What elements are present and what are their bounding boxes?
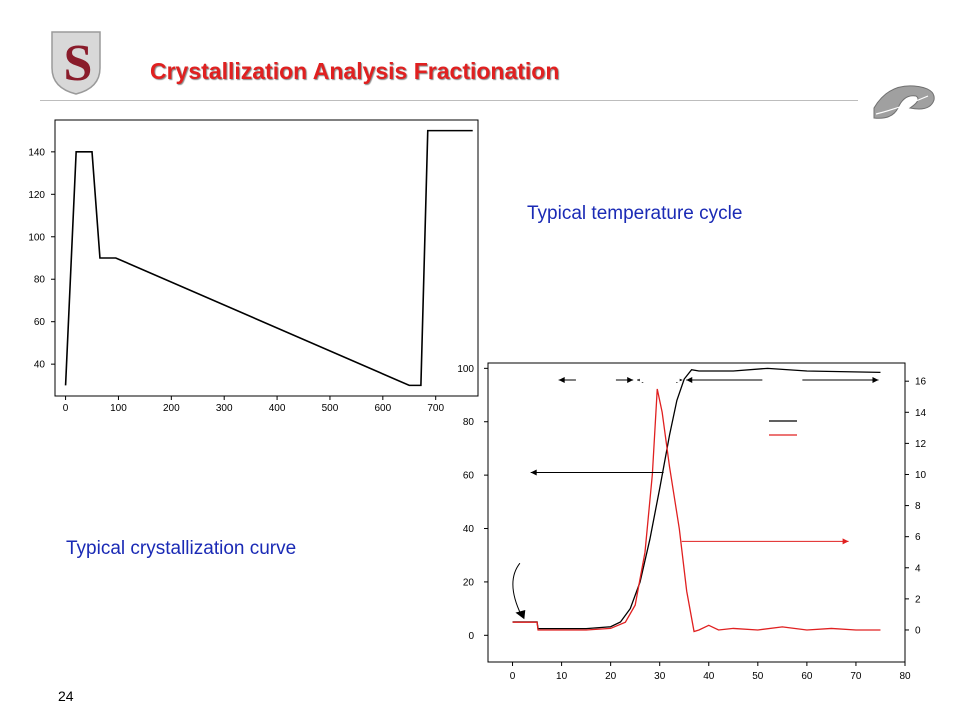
logo-shield-shape	[51, 31, 101, 95]
x-tick-label: 500	[322, 403, 339, 414]
y-tick-label: 40	[34, 360, 46, 371]
y2-tick-label: 10	[915, 470, 927, 481]
caption-temperature-cycle: Typical temperature cycle	[527, 203, 743, 224]
y-tick-label: 80	[34, 275, 46, 286]
x-tick-label: 80	[899, 671, 911, 682]
y-tick-label: 0	[468, 631, 474, 642]
zone-arrow-left	[558, 377, 565, 383]
plot-frame	[54, 119, 479, 397]
slide-title: Crystallization Analysis Fractionation	[150, 58, 560, 84]
x-tick-label: 10	[556, 671, 568, 682]
x-tick-label: 0	[510, 671, 516, 682]
zone-label-bg	[639, 372, 680, 382]
zone-label-bg	[575, 372, 616, 382]
x-tick-label: 70	[850, 671, 862, 682]
x-tick-label: 600	[374, 403, 391, 414]
zone-arrow-left	[686, 377, 693, 383]
x-tick-label: 40	[703, 671, 715, 682]
y-tick-label: 40	[463, 524, 475, 535]
zone-label-bg	[762, 372, 803, 382]
x-tick-label: 200	[163, 403, 180, 414]
x-tick-label: 700	[427, 403, 444, 414]
x-tick-label: 30	[654, 671, 666, 682]
y2-tick-label: 12	[915, 439, 927, 450]
y-tick-label: 100	[457, 364, 474, 375]
y2-tick-label: 14	[915, 408, 927, 419]
x-tick-label: 400	[269, 403, 286, 414]
x-tick-label: 60	[801, 671, 813, 682]
zone-arrow-right	[627, 377, 634, 383]
infrared-line	[512, 367, 881, 630]
page-number: 24	[58, 688, 74, 704]
temperature-cycle-chart: 0 100 200 300 400 500 600 700 40 60 80 100 120 140	[28, 119, 479, 414]
zone-arrow-right	[872, 377, 879, 383]
y-tick-label: 80	[463, 417, 475, 428]
plot-frame	[487, 362, 906, 663]
y-tick-label: 60	[34, 317, 46, 328]
y2-tick-label: 4	[915, 563, 921, 574]
university-logo: S	[51, 31, 101, 95]
soluble-fraction-arrow	[512, 562, 522, 616]
left-axis-pointer-head	[530, 469, 537, 476]
y-tick-label: 120	[28, 190, 45, 201]
y2-tick-label: 16	[915, 377, 927, 388]
x-tick-label: 300	[216, 403, 233, 414]
temperature-line	[64, 129, 473, 387]
x-tick-label: 0	[63, 403, 69, 414]
x-tick-label: 20	[605, 671, 617, 682]
y2-tick-label: 8	[915, 501, 921, 512]
y2-tick-label: 0	[915, 625, 921, 636]
title-divider	[40, 100, 858, 101]
y-tick-label: 140	[28, 147, 45, 158]
x-tick-label: 50	[752, 671, 764, 682]
soluble-fraction-arrow-head	[515, 609, 526, 620]
crystallization-curve-chart: 0 10 20 30 40 50 60 70 80 0 20 40 60 80 100 0 2 4 6 8 10 12 14…	[457, 362, 927, 682]
x-tick-label: 100	[110, 403, 127, 414]
logo-letter: S	[64, 35, 93, 92]
y2-tick-label: 2	[915, 594, 921, 605]
right-axis-pointer-head	[842, 538, 849, 545]
y-tick-label: 60	[463, 471, 475, 482]
y-tick-label: 20	[463, 577, 475, 588]
leaf-icon	[873, 85, 935, 119]
derivative-line	[512, 388, 881, 633]
caption-crystallization-curve: Typical crystallization curve	[66, 538, 297, 559]
y2-tick-label: 6	[915, 532, 921, 543]
y-tick-label: 100	[28, 232, 45, 243]
